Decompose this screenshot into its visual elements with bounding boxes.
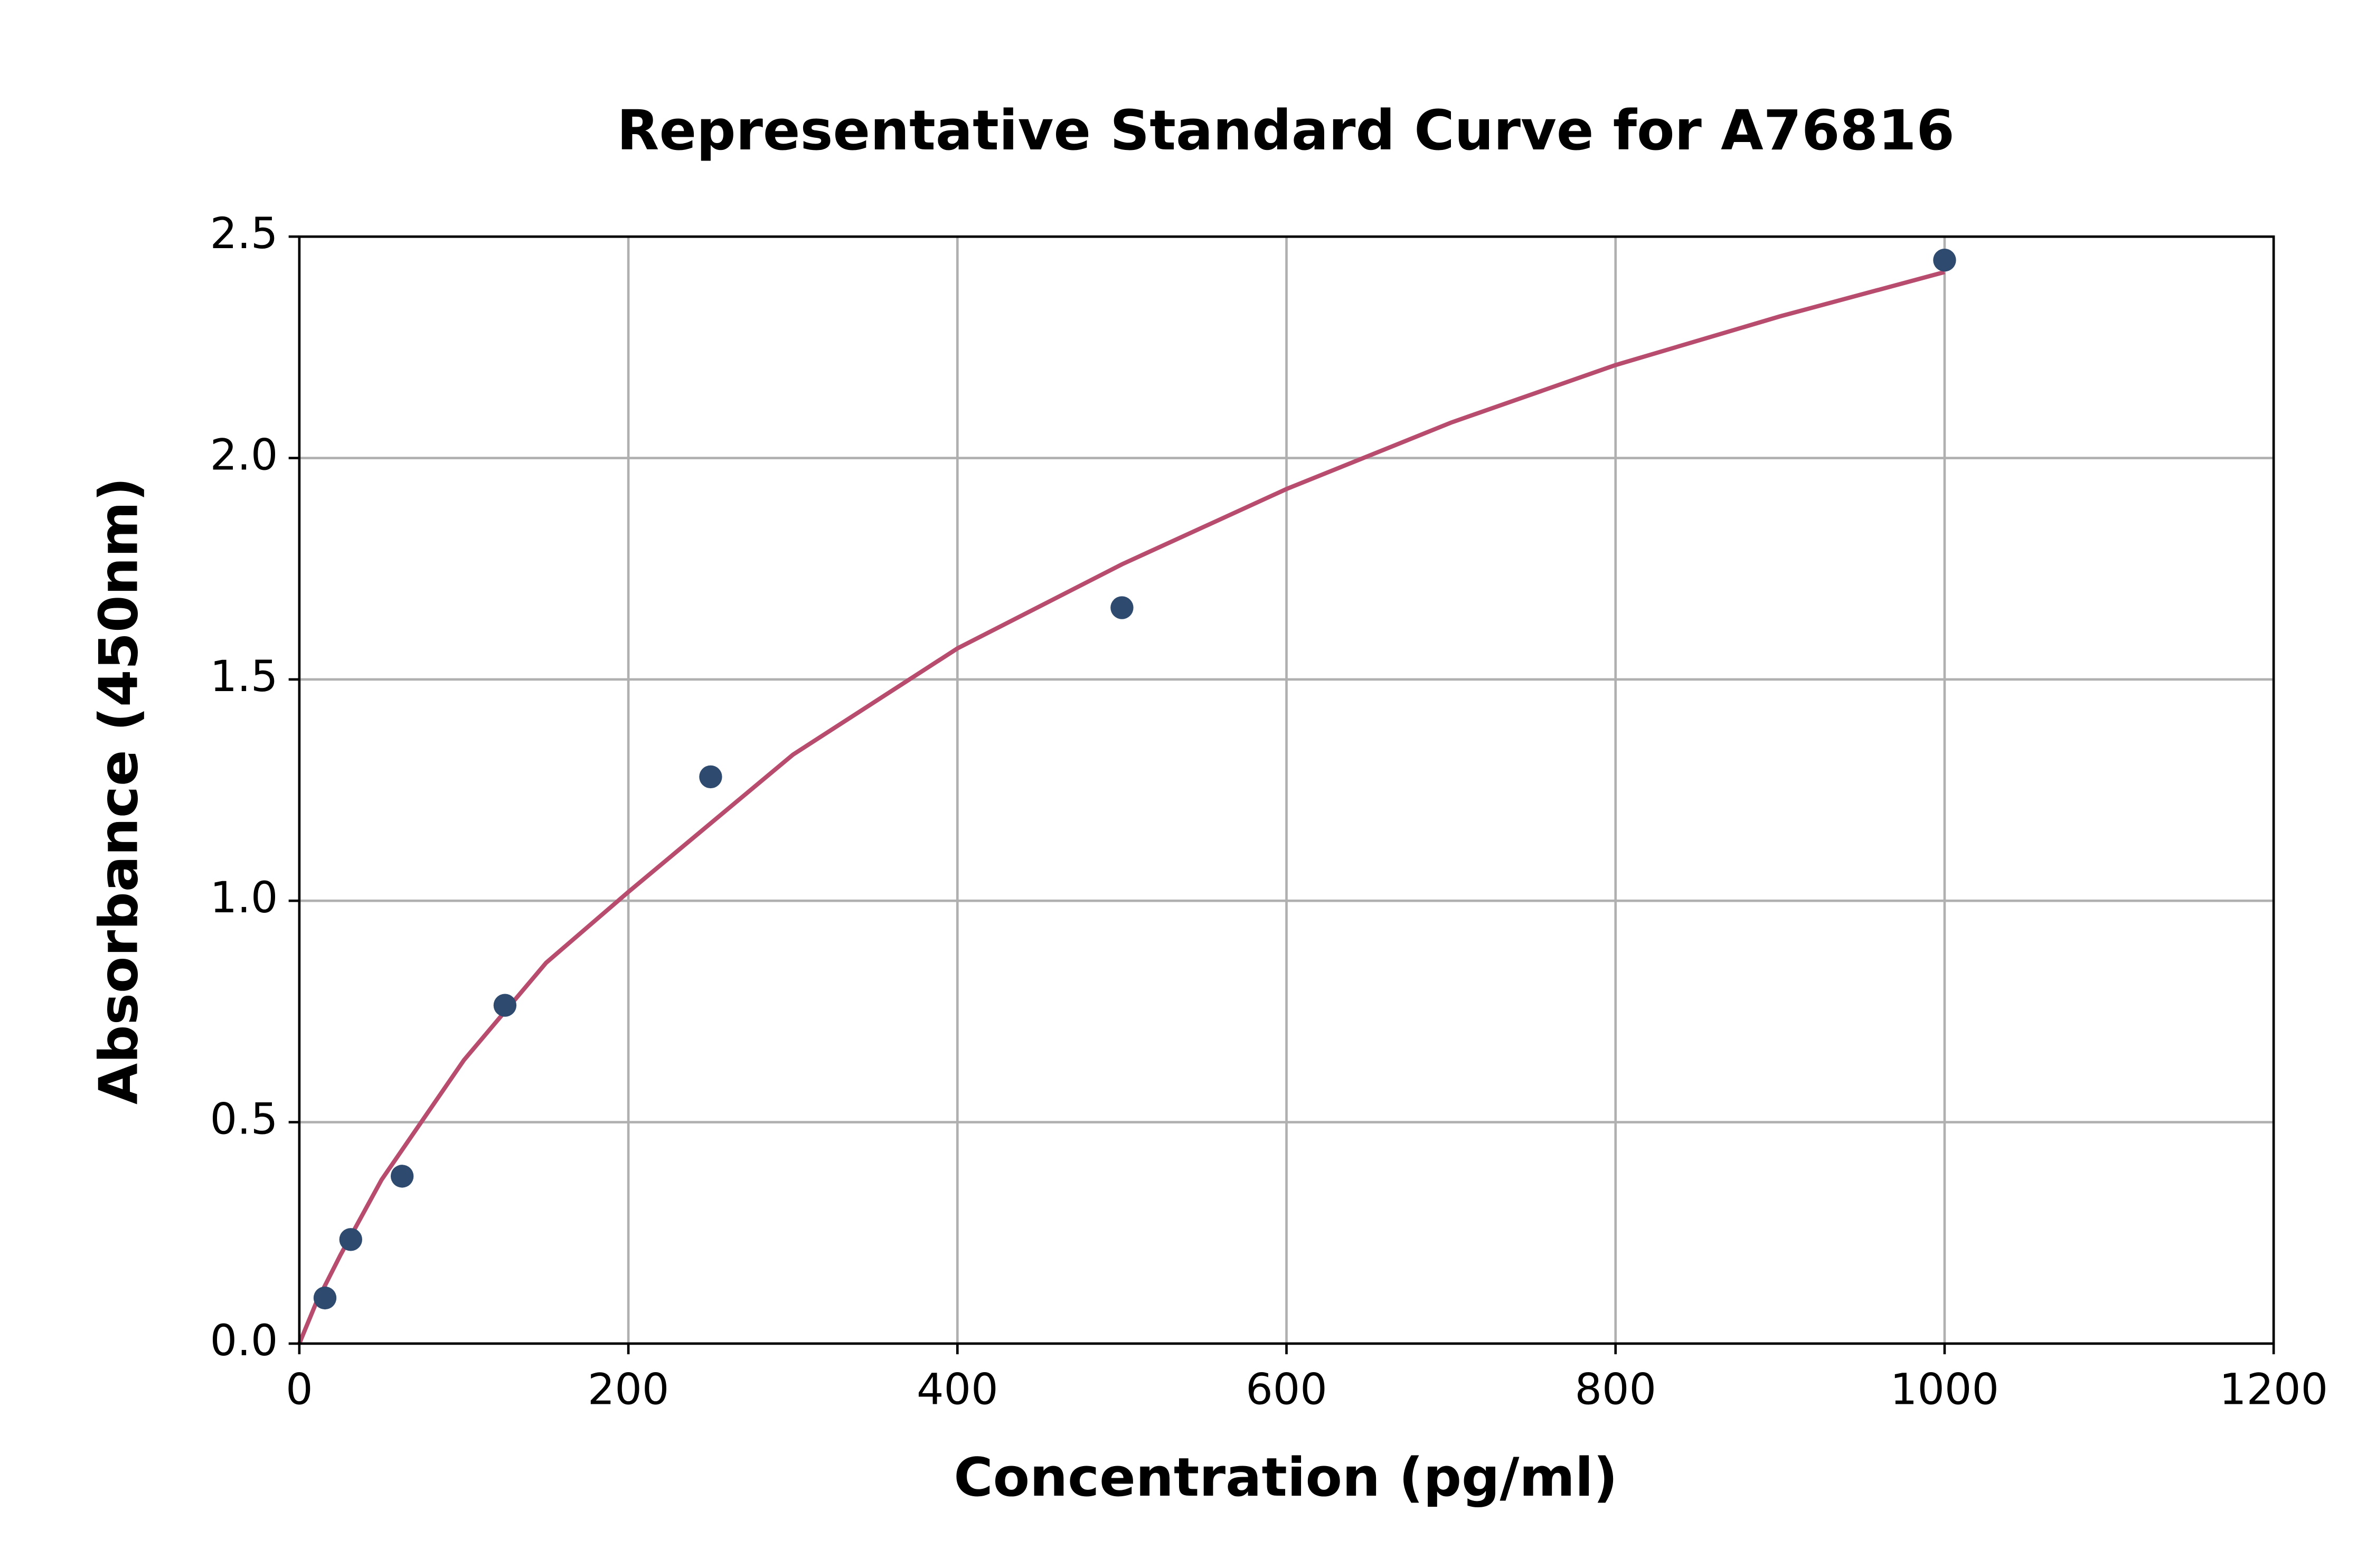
data-point bbox=[699, 765, 722, 789]
data-point bbox=[1110, 596, 1134, 619]
data-point bbox=[390, 1165, 414, 1188]
data-point bbox=[313, 1286, 337, 1310]
y-tick-label: 0.0 bbox=[210, 1316, 278, 1366]
x-tick-label: 200 bbox=[588, 1365, 670, 1414]
y-tick-label: 1.5 bbox=[210, 652, 278, 702]
y-axis-label: Absorbance (450nm) bbox=[87, 477, 149, 1104]
data-point bbox=[339, 1228, 362, 1251]
x-tick-label: 1200 bbox=[2219, 1365, 2328, 1414]
x-tick-label: 1000 bbox=[1890, 1365, 1999, 1414]
ticks: 0 200 400 600 800 1000 1200 0.0 0.5 1.0 1.5 2.0 2.5 bbox=[210, 209, 2328, 1414]
y-tick-label: 0.5 bbox=[210, 1095, 278, 1145]
chart-title: Representative Standard Curve for A76816 bbox=[617, 98, 1955, 163]
y-tick-label: 1.0 bbox=[210, 873, 278, 923]
data-point bbox=[1933, 249, 1956, 272]
x-tick-label: 0 bbox=[286, 1365, 313, 1414]
y-tick-label: 2.0 bbox=[210, 431, 278, 480]
x-tick-label: 400 bbox=[917, 1365, 998, 1414]
x-tick-label: 600 bbox=[1246, 1365, 1327, 1414]
x-axis-label: Concentration (pg/ml) bbox=[954, 1446, 1617, 1508]
data-point bbox=[493, 994, 517, 1017]
x-tick-label: 800 bbox=[1574, 1365, 1656, 1414]
plot-area bbox=[297, 249, 1956, 1345]
y-tick-label: 2.5 bbox=[210, 209, 278, 259]
